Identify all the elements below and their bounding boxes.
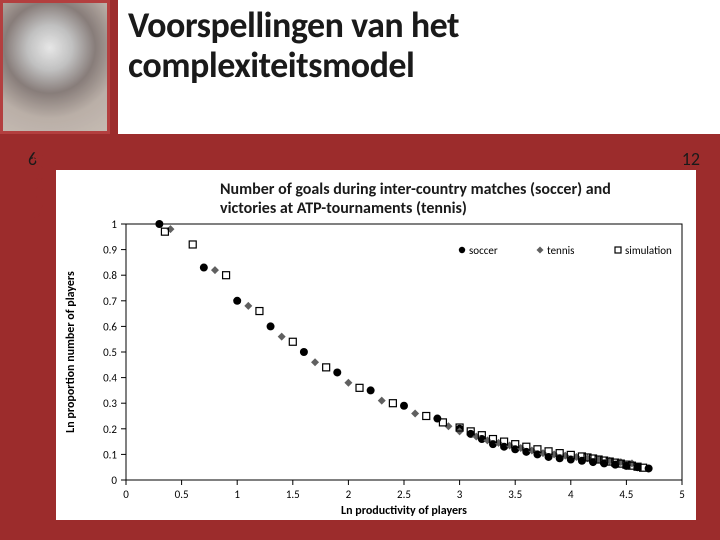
svg-text:3.5: 3.5 [508,488,522,501]
svg-text:0.5: 0.5 [103,346,117,359]
svg-text:2.5: 2.5 [397,488,411,501]
svg-text:0.4: 0.4 [103,372,117,385]
portrait-image [3,3,107,131]
svg-text:1.5: 1.5 [286,488,300,501]
y-axis-label-left: Number of... [30,147,47,220]
svg-text:3: 3 [457,488,463,501]
svg-text:soccer: soccer [469,244,498,257]
svg-text:0.6: 0.6 [103,320,117,333]
svg-text:2: 2 [346,488,352,501]
svg-text:0.9: 0.9 [103,244,117,257]
chart-caption: Number of goals during inter-country mat… [220,180,650,218]
svg-text:1: 1 [111,218,117,231]
svg-text:0.3: 0.3 [103,397,117,410]
svg-text:4.5: 4.5 [619,488,633,501]
outer-tick-right: 12 [682,148,700,170]
svg-text:0.8: 0.8 [103,269,117,282]
svg-text:0: 0 [123,488,129,501]
svg-text:1: 1 [234,488,240,501]
svg-text:0.1: 0.1 [103,448,117,461]
svg-text:5: 5 [679,488,685,501]
portrait-frame [0,0,118,134]
svg-text:simulation: simulation [625,244,672,257]
svg-text:0.5: 0.5 [175,488,189,501]
svg-text:0.2: 0.2 [103,423,117,436]
svg-text:Ln productivity of players: Ln productivity of players [341,504,467,518]
svg-text:0.7: 0.7 [103,295,117,308]
slide-root: Voorspellingen van het complexiteitsmode… [0,0,720,540]
svg-text:Ln proportion number of player: Ln proportion number of players [64,271,78,433]
chart-container: 0 0.5 1 1.5 2 2.5 3 3.5 4 4.5 5 0 0.1 0.2 0.3 0.4 0.5 0.6… [56,170,696,520]
svg-text:tennis: tennis [547,244,574,257]
svg-text:4: 4 [568,488,574,501]
svg-text:0: 0 [111,474,117,487]
slide-title: Voorspellingen van het complexiteitsmode… [128,6,720,85]
scatter-chart: 0 0.5 1 1.5 2 2.5 3 3.5 4 4.5 5 0 0.1 0.2 0.3 0.4 0.5 0.6… [56,170,696,520]
